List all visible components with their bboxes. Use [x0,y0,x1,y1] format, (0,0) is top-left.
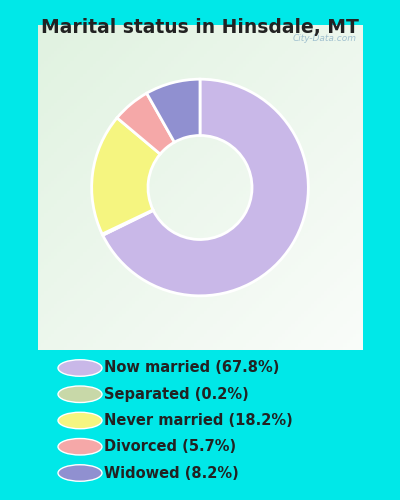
Wedge shape [92,118,160,234]
Circle shape [58,438,102,455]
Wedge shape [103,79,308,296]
Circle shape [58,360,102,376]
Wedge shape [117,93,174,154]
Text: Marital status in Hinsdale, MT: Marital status in Hinsdale, MT [41,18,359,36]
Circle shape [58,386,102,402]
Circle shape [58,412,102,428]
Text: Never married (18.2%): Never married (18.2%) [104,413,293,428]
Wedge shape [102,210,153,236]
Circle shape [58,465,102,481]
Text: Separated (0.2%): Separated (0.2%) [104,387,249,402]
Text: Widowed (8.2%): Widowed (8.2%) [104,466,239,480]
Text: City-Data.com: City-Data.com [293,34,357,42]
Text: Now married (67.8%): Now married (67.8%) [104,360,279,376]
Text: Divorced (5.7%): Divorced (5.7%) [104,439,236,454]
Wedge shape [147,79,200,142]
